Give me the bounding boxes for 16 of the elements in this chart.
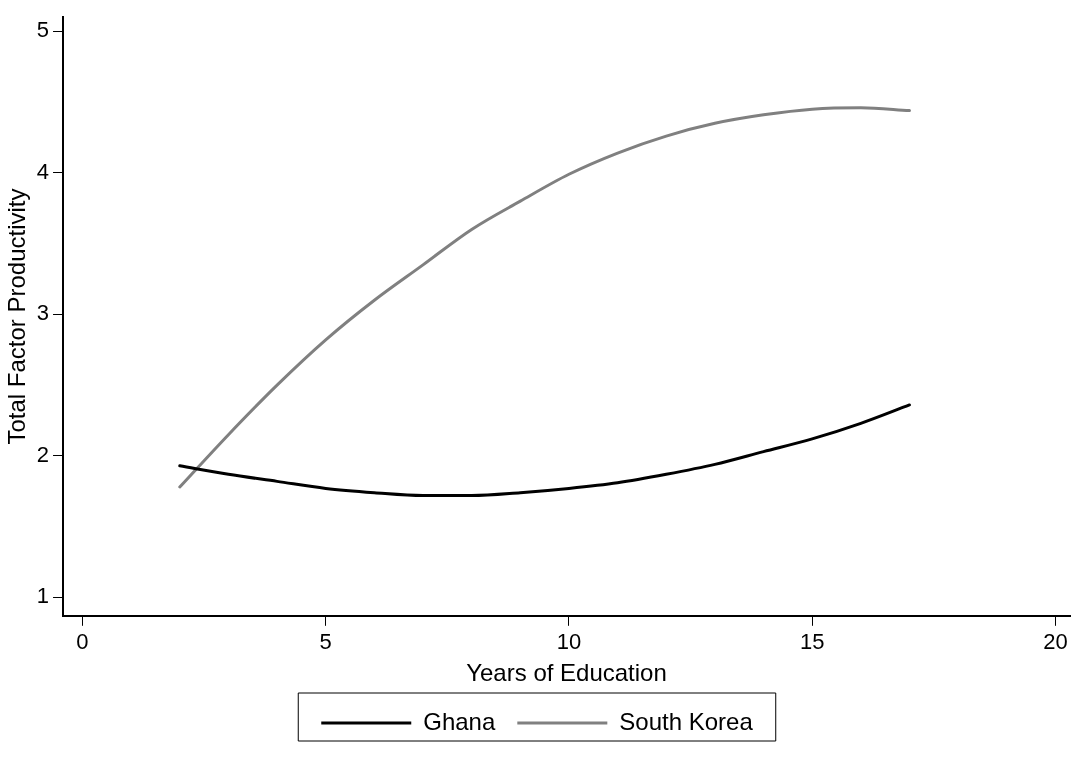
y-tick-label: 4	[36, 158, 50, 184]
y-tick-label: 3	[36, 300, 50, 326]
x-axis-title: Years of Education	[466, 659, 667, 687]
x-tick-label: 20	[1043, 629, 1068, 655]
x-tick-label: 5	[319, 629, 332, 655]
x-tick-label: 0	[76, 629, 89, 655]
line-series	[178, 403, 911, 498]
y-tick-label: 2	[36, 441, 50, 467]
x-tick-label: 15	[799, 629, 825, 655]
x-tick-label: 10	[556, 629, 582, 655]
legend-label: South Korea	[619, 707, 754, 735]
legend-label: Ghana	[423, 707, 496, 735]
y-tick-label: 1	[36, 583, 50, 609]
y-axis-title: Total Factor Productivity	[3, 188, 31, 445]
y-tick-label: 5	[36, 17, 50, 43]
line-series	[178, 106, 911, 489]
